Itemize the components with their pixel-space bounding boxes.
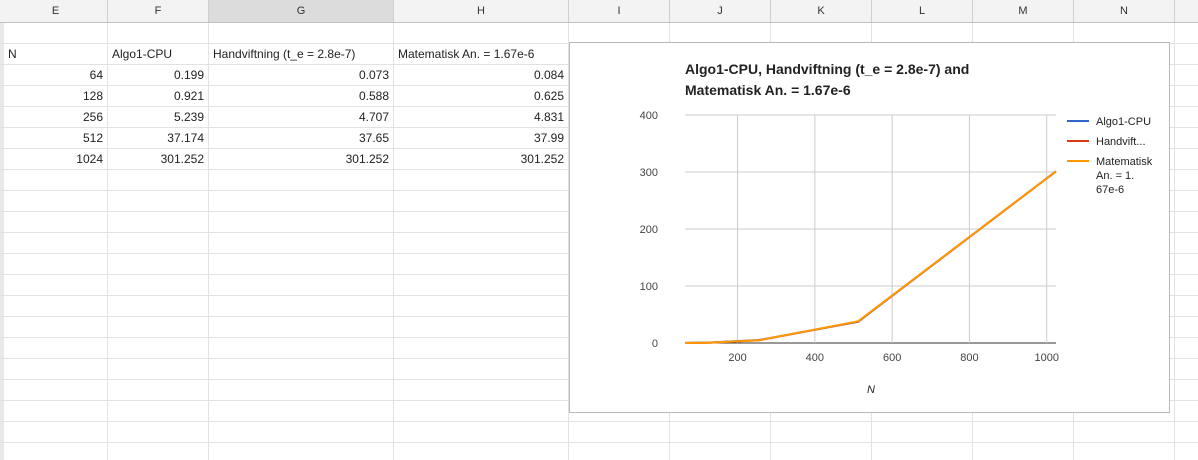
cell-header-handviftning[interactable]: Handviftning (t_e = 2.8e-7) xyxy=(213,47,356,61)
column-header-f[interactable]: F xyxy=(108,0,209,22)
series-line xyxy=(684,170,1057,344)
column-header-k[interactable]: K xyxy=(771,0,872,22)
column-header-g[interactable]: G xyxy=(209,0,394,22)
cell-n-value[interactable]: 512 xyxy=(82,131,103,145)
column-header-bar: E F G H I J K L M N xyxy=(0,0,1198,23)
cell-n-value[interactable]: 64 xyxy=(89,68,103,82)
cell-algo1-value[interactable]: 0.199 xyxy=(173,68,204,82)
y-tick-label: 400 xyxy=(640,110,658,122)
cell-header-algo1[interactable]: Algo1-CPU xyxy=(112,47,173,61)
column-header-h[interactable]: H xyxy=(394,0,569,22)
x-axis-label: N xyxy=(867,384,875,396)
cell-matematisk-value[interactable]: 0.625 xyxy=(533,89,564,103)
cell-header-matematisk[interactable]: Matematisk An. = 1.67e-6 xyxy=(398,47,535,61)
cell-header-n[interactable]: N xyxy=(8,47,17,61)
legend-entry-text: Handvift... xyxy=(1096,136,1146,148)
cell-n-value[interactable]: 256 xyxy=(82,110,103,124)
x-tick-label: 200 xyxy=(728,352,746,364)
embedded-line-chart[interactable]: 0 100 200 300 400 200 400 600 800 1000 Algo1-CPU H… xyxy=(569,42,1170,413)
chart-title-line: Algo1-CPU, Handviftning (t_e = 2.8e-7) a… xyxy=(685,61,969,77)
column-header-i[interactable]: I xyxy=(569,0,670,22)
series-line xyxy=(684,170,1057,344)
legend-entry-text: 67e-6 xyxy=(1096,184,1124,196)
chart-series-lines xyxy=(684,170,1057,344)
cell-algo1-value[interactable]: 301.252 xyxy=(160,152,204,166)
cell-matematisk-value[interactable]: 4.831 xyxy=(533,110,564,124)
legend-entry-text: Matematisk xyxy=(1096,156,1153,168)
x-tick-label: 1000 xyxy=(1034,352,1058,364)
cell-handviftning-value[interactable]: 0.073 xyxy=(358,68,389,82)
chart-legend: Algo1-CPU Handvift... Matematisk An. = 1. 67… xyxy=(1067,116,1153,196)
column-header-e[interactable]: E xyxy=(4,0,108,22)
cell-handviftning-value[interactable]: 0.588 xyxy=(358,89,389,103)
legend-entry-text: An. = 1. xyxy=(1096,170,1134,182)
column-header-j[interactable]: J xyxy=(670,0,771,22)
y-tick-label: 100 xyxy=(640,281,658,293)
y-tick-label: 0 xyxy=(652,338,658,350)
chart-tick-labels: 0 100 200 300 400 200 400 600 800 1000 xyxy=(640,110,1059,364)
cell-n-value[interactable]: 128 xyxy=(82,89,103,103)
column-header-n[interactable]: N xyxy=(1074,0,1175,22)
cell-algo1-value[interactable]: 0.921 xyxy=(173,89,204,103)
chart-title-line: Matematisk An. = 1.67e-6 xyxy=(685,82,851,98)
cell-matematisk-value[interactable]: 0.084 xyxy=(533,68,564,82)
column-header-m[interactable]: M xyxy=(973,0,1074,22)
column-header-l[interactable]: L xyxy=(872,0,973,22)
cell-algo1-value[interactable]: 5.239 xyxy=(173,110,204,124)
cell-matematisk-value[interactable]: 37.99 xyxy=(533,131,564,145)
x-tick-label: 800 xyxy=(960,352,978,364)
chart-gridlines xyxy=(685,114,1056,344)
y-tick-label: 200 xyxy=(640,224,658,236)
cell-algo1-value[interactable]: 37.174 xyxy=(167,131,204,145)
legend-entry-text: Algo1-CPU xyxy=(1096,116,1151,128)
cell-n-value[interactable]: 1024 xyxy=(76,152,103,166)
series-line xyxy=(684,170,1057,344)
x-tick-label: 600 xyxy=(883,352,901,364)
y-tick-label: 300 xyxy=(640,167,658,179)
x-tick-label: 400 xyxy=(806,352,824,364)
chart-title: Algo1-CPU, Handviftning (t_e = 2.8e-7) a… xyxy=(685,61,969,98)
frozen-row-divider xyxy=(0,0,4,460)
chart-canvas: 0 100 200 300 400 200 400 600 800 1000 Algo1-CPU H… xyxy=(640,61,1153,396)
cell-handviftning-value[interactable]: 301.252 xyxy=(345,152,389,166)
cell-handviftning-value[interactable]: 4.707 xyxy=(358,110,389,124)
cell-handviftning-value[interactable]: 37.65 xyxy=(358,131,389,145)
cell-matematisk-value[interactable]: 301.252 xyxy=(520,152,564,166)
